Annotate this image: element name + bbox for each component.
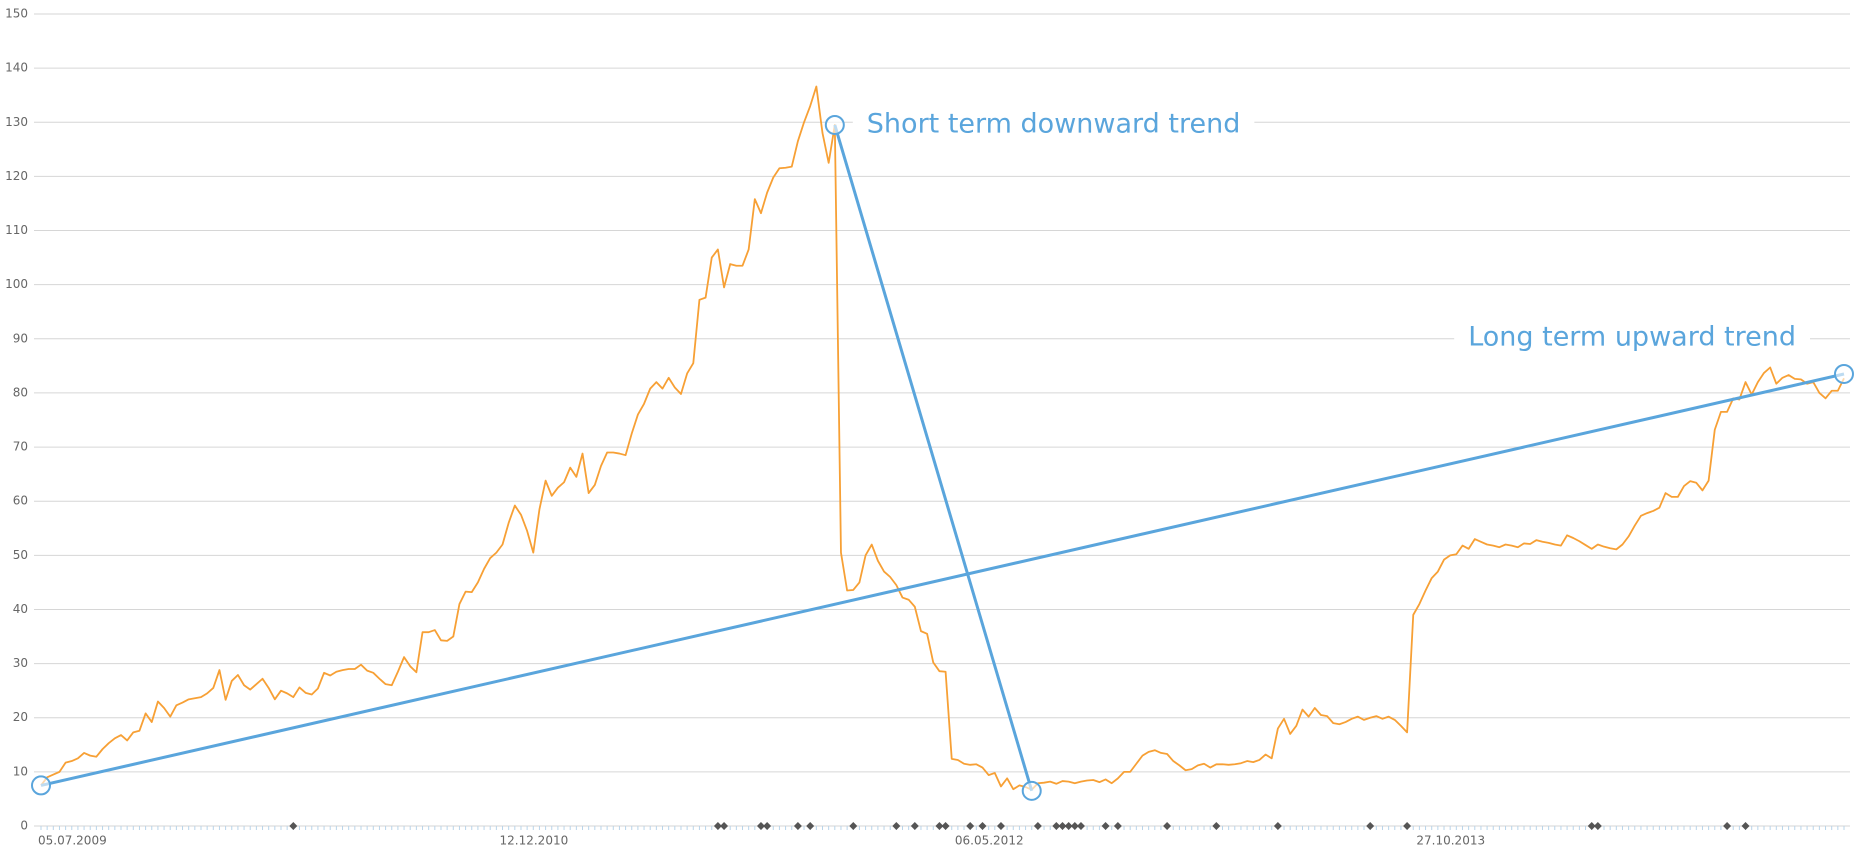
y-tick-label: 60 <box>13 494 28 508</box>
event-marker <box>1741 822 1750 830</box>
event-marker <box>1064 822 1073 830</box>
event-marker <box>756 822 765 830</box>
event-marker <box>1052 822 1061 830</box>
event-marker <box>1403 822 1412 830</box>
event-marker <box>910 822 919 830</box>
y-tick-label: 0 <box>20 819 28 833</box>
event-marker <box>1058 822 1067 830</box>
event-marker <box>935 822 944 830</box>
trend-line <box>40 372 1845 787</box>
event-marker <box>1366 822 1375 830</box>
y-tick-label: 90 <box>13 331 28 345</box>
y-tick-label: 130 <box>5 115 28 129</box>
event-marker <box>996 822 1005 830</box>
event-marker <box>941 822 950 830</box>
y-tick-label: 10 <box>13 764 28 778</box>
x-tick-label: 12.12.2010 <box>500 834 569 848</box>
annotation-background <box>852 108 1255 140</box>
event-marker <box>1113 822 1122 830</box>
event-marker <box>1076 822 1085 830</box>
event-marker <box>1033 822 1042 830</box>
event-marker <box>1212 822 1221 830</box>
event-marker <box>1163 822 1172 830</box>
event-marker <box>892 822 901 830</box>
y-tick-label: 150 <box>5 7 28 21</box>
x-tick-label: 06.05.2012 <box>955 834 1024 848</box>
event-marker <box>720 822 729 830</box>
event-marker <box>1723 822 1732 830</box>
y-tick-label: 80 <box>13 385 28 399</box>
y-tick-label: 70 <box>13 440 28 454</box>
annotation-label: Short term downward trend <box>867 108 1241 139</box>
event-marker <box>793 822 802 830</box>
annotation-background <box>1454 321 1810 353</box>
data-line <box>40 85 1845 791</box>
event-marker <box>1101 822 1110 830</box>
y-tick-label: 40 <box>13 602 28 616</box>
event-marker <box>1070 822 1079 830</box>
trend-point <box>31 775 51 796</box>
trend-line <box>833 124 1034 792</box>
trend-point <box>1834 363 1854 384</box>
event-marker <box>713 822 722 830</box>
event-marker <box>1273 822 1282 830</box>
y-tick-label: 100 <box>5 277 28 291</box>
y-tick-label: 30 <box>13 656 28 670</box>
event-marker <box>849 822 858 830</box>
y-tick-label: 20 <box>13 710 28 724</box>
y-tick-label: 110 <box>5 223 28 237</box>
annotation-label: Long term upward trend <box>1468 321 1796 352</box>
y-tick-label: 120 <box>5 169 28 183</box>
trend-point <box>1021 780 1042 801</box>
x-tick-label: 27.10.2013 <box>1416 834 1485 848</box>
event-marker <box>763 822 772 830</box>
event-marker <box>1587 822 1596 830</box>
event-marker <box>1593 822 1602 830</box>
trend-point <box>824 114 845 135</box>
event-marker <box>806 822 815 830</box>
x-tick-label: 05.07.2009 <box>38 834 107 848</box>
y-tick-label: 140 <box>5 61 28 75</box>
event-marker <box>289 822 298 830</box>
y-tick-label: 50 <box>13 548 28 562</box>
event-marker <box>966 822 975 830</box>
event-marker <box>978 822 987 830</box>
